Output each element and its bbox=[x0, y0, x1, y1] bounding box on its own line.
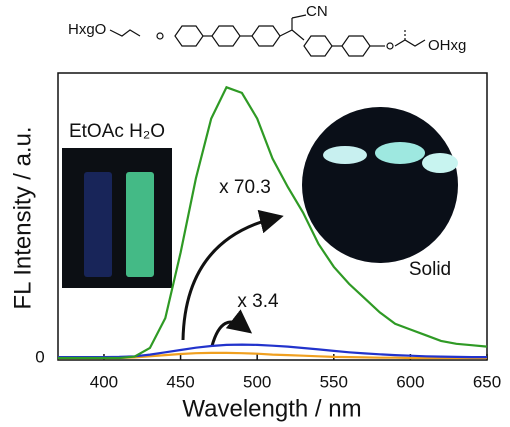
solid-photo bbox=[302, 107, 458, 263]
structure-label: OHxg bbox=[428, 37, 466, 54]
photo-label: Solid bbox=[409, 259, 451, 280]
x-tick-label: 400 bbox=[90, 372, 118, 391]
vial-photo bbox=[62, 148, 172, 288]
x-tick-label: 550 bbox=[320, 372, 348, 391]
vial-label: EtOAc H₂O bbox=[69, 121, 165, 142]
solid-crystal bbox=[323, 146, 367, 164]
solid-crystal bbox=[375, 142, 425, 164]
x-tick-label: 650 bbox=[473, 372, 501, 391]
y-axis-label: FL Intensity / a.u. bbox=[9, 126, 36, 309]
structure-label: HxgO bbox=[68, 21, 106, 38]
arrow bbox=[181, 209, 284, 341]
spectrum-line bbox=[58, 85, 488, 360]
x-tick-label: 450 bbox=[166, 372, 194, 391]
plot-frame bbox=[57, 72, 488, 361]
molecule-structure bbox=[109, 14, 426, 57]
y-tick-label: 0 bbox=[35, 347, 44, 366]
x-axis-label: Wavelength / nm bbox=[182, 395, 361, 422]
annotation: x 70.3 bbox=[219, 177, 271, 198]
x-tick-label: 500 bbox=[243, 372, 271, 391]
solid-crystal bbox=[422, 153, 458, 173]
vial-blue bbox=[84, 172, 112, 277]
arrow bbox=[210, 309, 253, 347]
x-tick-label: 600 bbox=[396, 372, 424, 391]
structure-label: CN bbox=[306, 3, 328, 20]
annotation: x 3.4 bbox=[237, 291, 279, 312]
vial-green bbox=[126, 172, 154, 277]
